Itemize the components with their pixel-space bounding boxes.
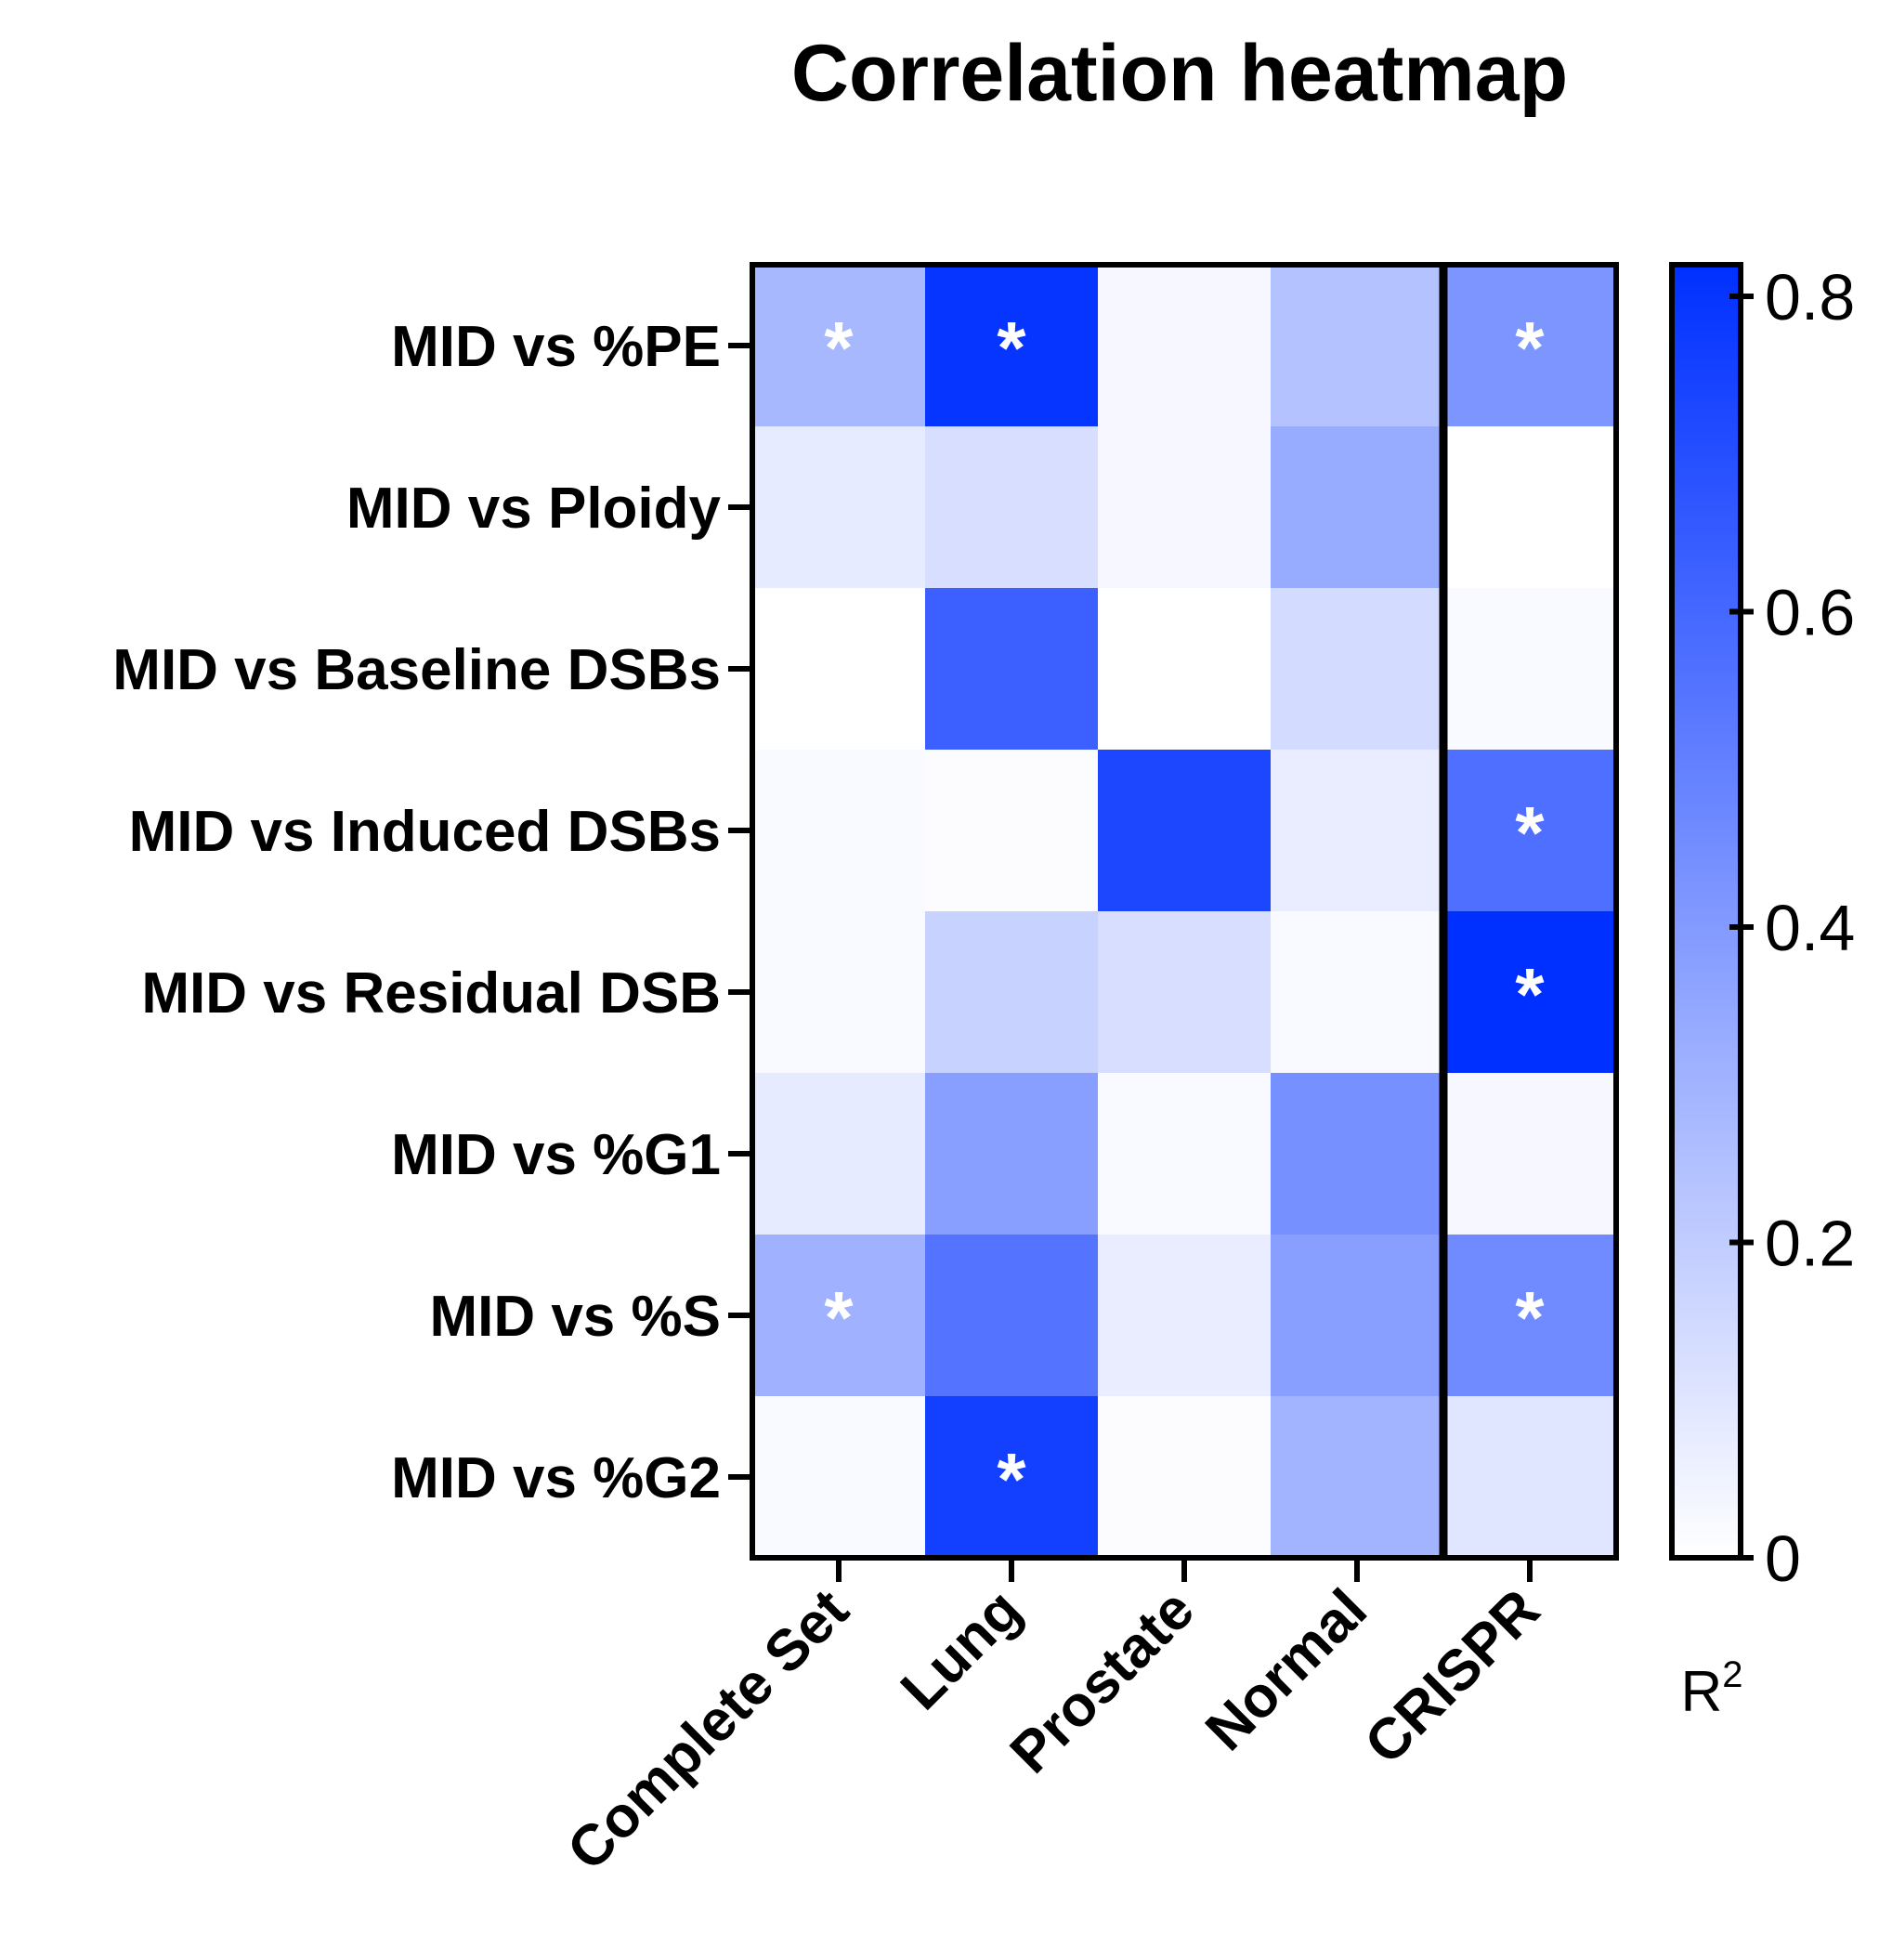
heatmap-cell-mid-vs-pe-normal: [1271, 265, 1444, 427]
row-label-mid-vs-ploidy: MID vs Ploidy: [346, 477, 722, 541]
heatmap-cell-mid-vs-ploidy-lung: [925, 426, 1099, 589]
colorbar-tick-label-0-2: 0.2: [1765, 1207, 1855, 1279]
column-label-crispr: CRISPR: [1352, 1577, 1551, 1776]
significance-marker-mid-vs-induced-dsbs-crispr: *: [1515, 791, 1545, 874]
row-label-mid-vs-residual-dsb: MID vs Residual DSB: [141, 961, 721, 1026]
column-label-lung: Lung: [889, 1577, 1034, 1722]
colorbar-label-superscript: 2: [1722, 1654, 1742, 1695]
heatmap-cell-mid-vs-induced-dsbs-lung: [925, 750, 1099, 912]
heatmap-cell-mid-vs-g1-crispr: [1443, 1073, 1617, 1235]
heatmap-cell-mid-vs-s-crispr: [1443, 1235, 1617, 1397]
heatmap-cell-mid-vs-g2-crispr: [1443, 1396, 1617, 1559]
heatmap-cell-mid-vs-s-complete-set: [752, 1235, 926, 1397]
heatmap-cell-mid-vs-g1-normal: [1271, 1073, 1444, 1235]
heatmap-cell-mid-vs-pe-complete-set: [752, 265, 926, 427]
heatmap-cell-mid-vs-induced-dsbs-complete-set: [752, 750, 926, 912]
heatmap-cell-mid-vs-s-prostate: [1098, 1235, 1272, 1397]
heatmap-cell-mid-vs-s-normal: [1271, 1235, 1444, 1397]
significance-marker-mid-vs-pe-crispr: *: [1515, 307, 1545, 389]
heatmap-cell-mid-vs-baseline-dsbs-crispr: [1443, 588, 1617, 751]
row-label-mid-vs-baseline-dsbs: MID vs Baseline DSBs: [112, 638, 721, 702]
column-label-normal: Normal: [1194, 1577, 1379, 1763]
heatmap-cell-mid-vs-g2-lung: [925, 1396, 1099, 1559]
significance-marker-mid-vs-s-crispr: *: [1515, 1276, 1545, 1359]
colorbar-label-main: R: [1680, 1660, 1722, 1724]
colorbar-tick-label-0-4: 0.4: [1765, 892, 1855, 964]
heatmap-cell-mid-vs-g2-complete-set: [752, 1396, 926, 1559]
heatmap-cell-mid-vs-residual-dsb-lung: [925, 911, 1099, 1074]
heatmap-cell-mid-vs-ploidy-normal: [1271, 426, 1444, 589]
significance-marker-mid-vs-s-complete-set: *: [824, 1276, 854, 1359]
significance-marker-mid-vs-residual-dsb-crispr: *: [1515, 953, 1545, 1036]
heatmap-cell-mid-vs-pe-prostate: [1098, 265, 1272, 427]
heatmap-cell-mid-vs-pe-lung: [925, 265, 1099, 427]
significance-markers: * * * * * * * *: [824, 307, 1545, 1521]
colorbar-tick-label-0-8: 0.8: [1765, 261, 1855, 333]
heatmap-cell-mid-vs-g1-lung: [925, 1073, 1099, 1235]
heatmap-cell-mid-vs-induced-dsbs-prostate: [1098, 750, 1272, 912]
colorbar-label: R2: [1680, 1654, 1742, 1724]
heatmap-cell-mid-vs-baseline-dsbs-prostate: [1098, 588, 1272, 751]
heatmap-cell-mid-vs-induced-dsbs-normal: [1271, 750, 1444, 912]
significance-marker-mid-vs-pe-complete-set: *: [824, 307, 854, 389]
significance-marker-mid-vs-g2-lung: *: [997, 1438, 1026, 1521]
heatmap-cell-mid-vs-g2-normal: [1271, 1396, 1444, 1559]
heatmap-cell-mid-vs-pe-crispr: [1443, 265, 1617, 427]
heatmap-cell-mid-vs-s-lung: [925, 1235, 1099, 1397]
column-label-prostate: Prostate: [998, 1577, 1207, 1785]
colorbar-gradient: [1669, 262, 1743, 1561]
row-label-mid-vs-s: MID vs %S: [429, 1285, 721, 1349]
significance-marker-mid-vs-pe-lung: *: [997, 307, 1026, 389]
heatmap-cell-mid-vs-baseline-dsbs-normal: [1271, 588, 1444, 751]
heatmap-cell-mid-vs-ploidy-complete-set: [752, 426, 926, 589]
heatmap-cell-mid-vs-residual-dsb-complete-set: [752, 911, 926, 1074]
colorbar-ticks: 0 0.2 0.4 0.6 0.8: [1729, 261, 1855, 1595]
heatmap-cell-mid-vs-g1-complete-set: [752, 1073, 926, 1235]
colorbar-tick-label-0-6: 0.6: [1765, 576, 1855, 648]
row-label-mid-vs-induced-dsbs: MID vs Induced DSBs: [129, 800, 721, 864]
heatmap-cell-mid-vs-residual-dsb-prostate: [1098, 911, 1272, 1074]
heatmap-cells: [752, 265, 1617, 1559]
row-label-mid-vs-g1: MID vs %G1: [391, 1123, 721, 1187]
row-axis: MID vs %PE MID vs Ploidy MID vs Baseline D…: [112, 315, 752, 1510]
column-label-complete-set: Complete Set: [555, 1577, 861, 1883]
colorbar: 0 0.2 0.4 0.6 0.8 R2: [1669, 261, 1855, 1724]
chart-title: Correlation heatmap: [791, 29, 1568, 118]
heatmap-cell-mid-vs-residual-dsb-normal: [1271, 911, 1444, 1074]
heatmap-cell-mid-vs-baseline-dsbs-lung: [925, 588, 1099, 751]
heatmap-cell-mid-vs-ploidy-prostate: [1098, 426, 1272, 589]
heatmap-cell-mid-vs-ploidy-crispr: [1443, 426, 1617, 589]
row-label-mid-vs-g2: MID vs %G2: [391, 1446, 721, 1510]
heatmap-cell-mid-vs-baseline-dsbs-complete-set: [752, 588, 926, 751]
heatmap-cell-mid-vs-g2-prostate: [1098, 1396, 1272, 1559]
heatmap-cell-mid-vs-induced-dsbs-crispr: [1443, 750, 1617, 912]
heatmap-cell-mid-vs-g1-prostate: [1098, 1073, 1272, 1235]
row-label-mid-vs-pe: MID vs %PE: [391, 315, 721, 379]
colorbar-tick-label-0: 0: [1765, 1522, 1801, 1595]
heatmap-cell-mid-vs-residual-dsb-crispr: [1443, 911, 1617, 1074]
